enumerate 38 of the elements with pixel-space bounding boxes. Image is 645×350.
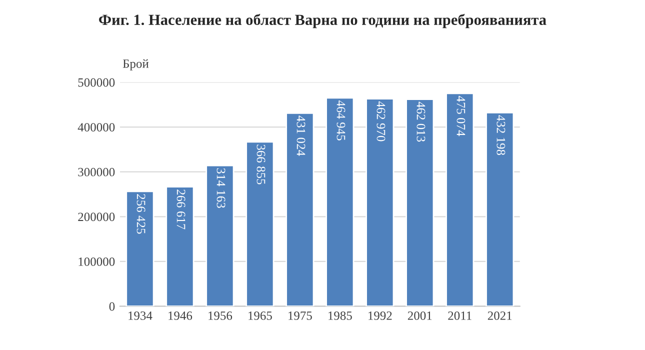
chart-title: Фиг. 1. Население на област Варна по години на преброяванията: [99, 14, 546, 28]
y-tick-label: 300000: [78, 168, 115, 176]
x-tick-label: 1965: [248, 312, 272, 320]
bar: [366, 98, 394, 306]
data-label: 256 425: [136, 194, 146, 234]
data-label: 464 945: [336, 100, 346, 140]
bar: [326, 97, 354, 306]
bar: [446, 92, 474, 306]
x-tick-label: 2021: [488, 311, 512, 320]
y-axis-title: Брой: [122, 59, 149, 70]
bar: [246, 141, 274, 306]
data-label: 462 013: [416, 102, 426, 142]
bar: [206, 164, 234, 306]
data-label: 431 024: [296, 116, 306, 156]
x-tick-label: 1992: [368, 312, 392, 320]
x-tick-label: 1975: [288, 312, 312, 320]
bar: [486, 112, 514, 306]
data-label: 432 198: [496, 115, 506, 156]
x-tick-label: 1946: [168, 312, 192, 320]
data-label: 266 617: [176, 190, 186, 230]
y-tick-label: 400000: [78, 123, 115, 132]
data-label: 366 855: [256, 144, 266, 184]
data-label: 475 074: [456, 96, 466, 136]
bar: [286, 112, 314, 306]
y-tick-label: 0: [109, 302, 115, 311]
x-tick-label: 1934: [128, 312, 152, 320]
x-tick-label: 2011: [448, 311, 472, 320]
bar: [126, 190, 154, 306]
y-tick-label: 200000: [78, 212, 115, 222]
data-label: 314 163: [216, 168, 226, 208]
bar: [406, 98, 434, 306]
bar: [166, 186, 194, 306]
x-tick-label: 1956: [208, 312, 232, 320]
x-tick-label: 1985: [328, 311, 352, 320]
data-label: 462 970: [376, 101, 386, 142]
y-tick-label: 500000: [78, 78, 115, 87]
x-tick-label: 2001: [408, 311, 432, 320]
y-tick-label: 100000: [78, 257, 115, 266]
